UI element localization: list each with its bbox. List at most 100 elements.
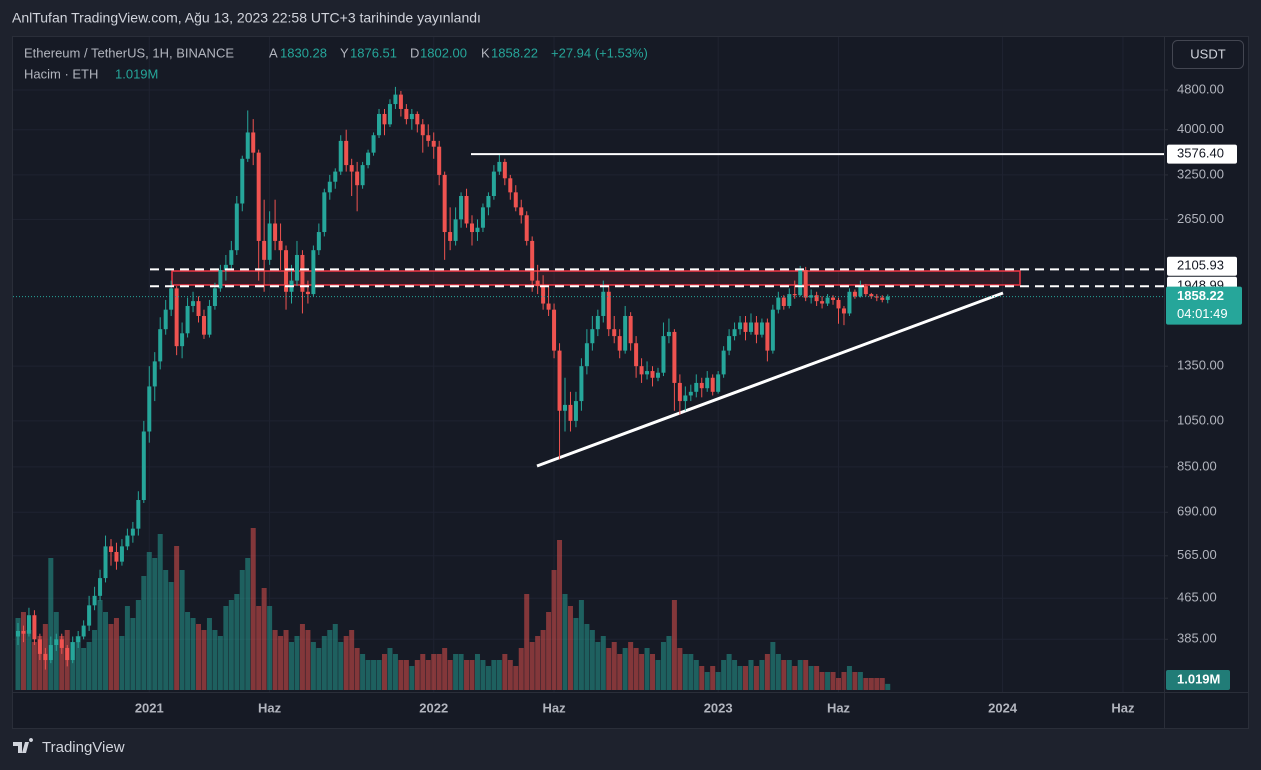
candle-body xyxy=(119,546,124,562)
volume-bar xyxy=(759,660,765,690)
legend-key: Y xyxy=(340,45,349,60)
candle-body xyxy=(355,171,360,186)
y-tick-label: 4800.00 xyxy=(1177,81,1224,96)
volume-bar xyxy=(513,666,519,690)
volume-bar xyxy=(781,660,787,690)
volume-bar xyxy=(617,654,623,690)
candle-body xyxy=(180,333,185,347)
volume-bar xyxy=(748,660,754,690)
candle-body xyxy=(415,113,420,125)
volume-bar xyxy=(825,672,831,690)
volume-bar xyxy=(857,672,863,690)
volume-bar xyxy=(786,660,792,690)
y-tick-label: 565.00 xyxy=(1177,547,1217,562)
volume-bar xyxy=(316,648,322,690)
candle-body xyxy=(770,309,775,351)
candle-body xyxy=(716,374,721,392)
volume-bar xyxy=(135,600,141,690)
volume-bar xyxy=(283,630,289,690)
volume-bar xyxy=(392,654,398,690)
volume-bar xyxy=(365,660,371,690)
volume-bar xyxy=(535,636,541,690)
volume-bar xyxy=(53,612,59,690)
candle-body xyxy=(65,647,70,661)
candle-body xyxy=(448,232,453,241)
volume-bar xyxy=(108,624,114,690)
candle-body xyxy=(311,250,316,295)
volume-bar xyxy=(710,666,716,690)
candle-body xyxy=(371,135,376,153)
candle-body xyxy=(70,642,75,661)
volume-bar xyxy=(496,660,502,690)
candle-body xyxy=(32,615,37,640)
volume-bar xyxy=(376,660,382,690)
candle-body xyxy=(792,294,797,296)
legend-symbol: Ethereum / TetherUS, 1H, BINANCE xyxy=(24,45,234,60)
candle-body xyxy=(513,192,518,208)
y-tick-label: 850.00 xyxy=(1177,458,1217,473)
candle-body xyxy=(634,343,639,367)
volume-bar xyxy=(677,648,683,690)
candle-body xyxy=(37,639,42,654)
candle-body xyxy=(650,371,655,378)
brand-logo xyxy=(13,738,34,753)
volume-bar xyxy=(223,606,229,690)
volume-bar xyxy=(48,558,54,690)
x-tick-label: 2024 xyxy=(988,700,1018,715)
volume-bar xyxy=(289,642,294,690)
volume-bar xyxy=(819,672,825,690)
candle-body xyxy=(880,297,885,300)
candle-body xyxy=(721,350,726,375)
x-tick-label: Haz xyxy=(827,700,851,715)
volume-bar xyxy=(792,666,798,690)
candle-body xyxy=(831,297,836,300)
y-tick-label: 2650.00 xyxy=(1177,211,1224,226)
candle-body xyxy=(639,366,644,375)
candle-body xyxy=(196,301,201,316)
volume-bar xyxy=(338,642,344,690)
candle-body xyxy=(125,535,130,547)
volume-bar xyxy=(141,576,147,690)
volume-bar xyxy=(474,654,480,690)
candle-body xyxy=(174,288,179,347)
candle-body xyxy=(327,181,332,193)
candle-body xyxy=(732,329,737,337)
legend-key: D xyxy=(410,45,419,60)
volume-bar xyxy=(360,654,366,690)
volume-bar xyxy=(485,666,491,690)
volume-bar xyxy=(327,630,333,690)
volume-bar xyxy=(75,636,81,690)
candle-body xyxy=(568,404,573,421)
candle-body xyxy=(398,94,403,109)
level-label: 3576.40 xyxy=(1177,146,1224,161)
x-tick-label: Haz xyxy=(542,700,566,715)
volume-bar xyxy=(611,642,617,690)
volume-bar xyxy=(15,618,21,690)
candle-body xyxy=(76,636,81,643)
volume-bar xyxy=(808,666,814,690)
volume-bar xyxy=(606,648,612,690)
volume-bar xyxy=(92,630,98,690)
candle-body xyxy=(207,305,212,335)
candle-body xyxy=(185,305,190,334)
levels: 3576.402105.931948.991858.2204:01:491.01… xyxy=(13,144,1242,690)
volume-bar xyxy=(518,648,524,690)
candle-body xyxy=(683,395,688,402)
candle-body xyxy=(158,329,163,362)
volume-bar xyxy=(540,630,546,690)
volume-bar xyxy=(764,654,770,690)
volume-bar xyxy=(113,618,119,690)
candle-body xyxy=(535,280,540,287)
candle-body xyxy=(223,264,228,270)
candle-body xyxy=(382,113,387,125)
volume-bar xyxy=(70,642,76,690)
candle-body xyxy=(885,296,890,300)
currency-button[interactable] xyxy=(1172,40,1244,69)
volume-bar xyxy=(250,528,256,690)
volume-bar xyxy=(628,642,634,690)
volume-bar xyxy=(666,636,672,690)
legend-key: A xyxy=(269,45,278,60)
currency-label[interactable]: USDT xyxy=(1190,46,1225,61)
volume-bar xyxy=(152,558,158,690)
candle-body xyxy=(59,639,64,648)
